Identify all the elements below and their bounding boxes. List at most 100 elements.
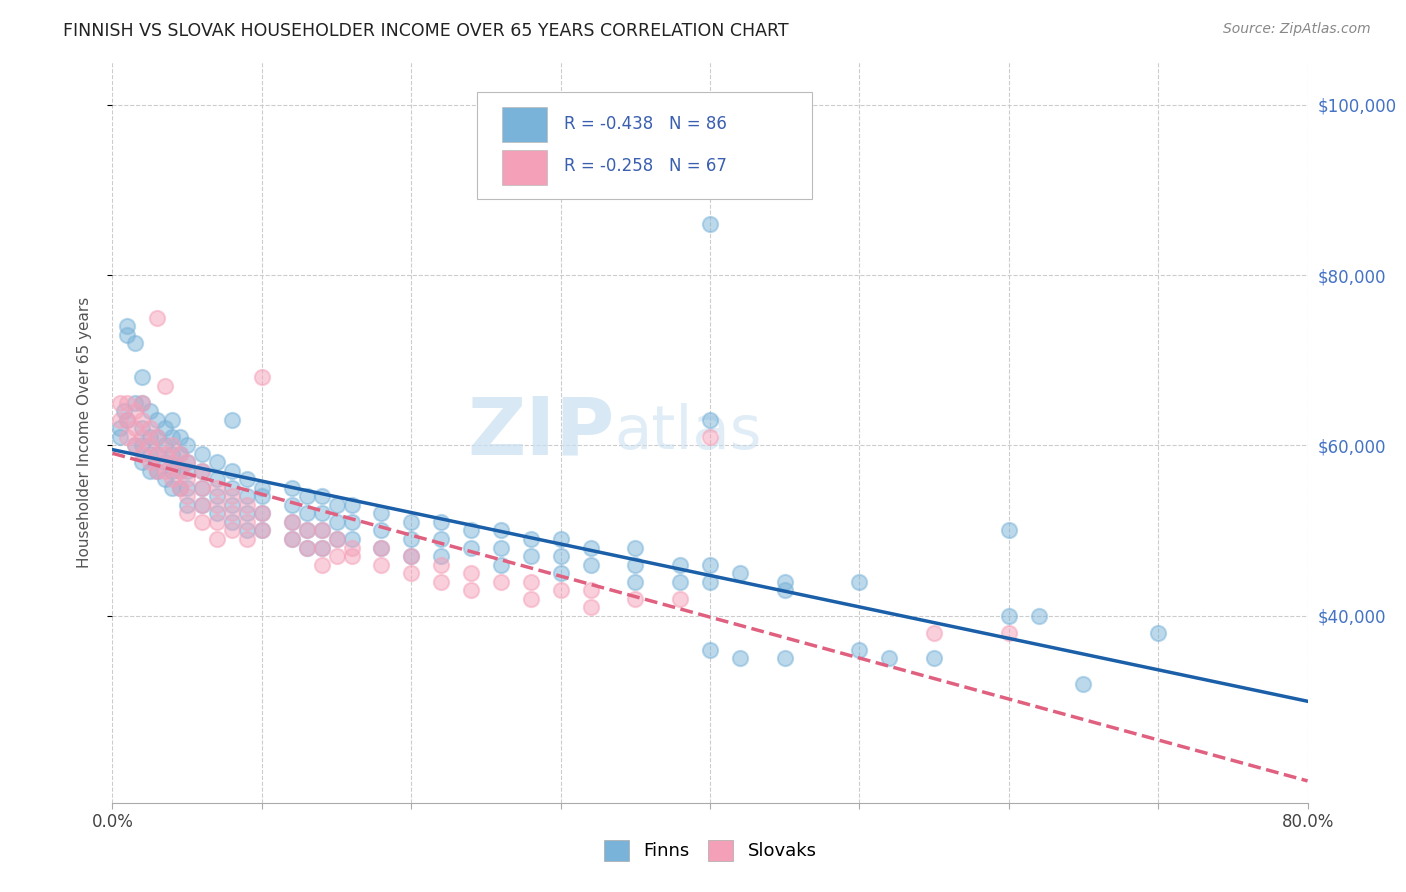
Point	[236, 490, 259, 504]
Point	[117, 396, 139, 410]
Point	[295, 507, 318, 521]
Point	[124, 404, 146, 418]
Point	[520, 574, 543, 589]
Point	[221, 464, 243, 478]
Point	[169, 464, 191, 478]
Point	[281, 532, 304, 546]
Text: FINNISH VS SLOVAK HOUSEHOLDER INCOME OVER 65 YEARS CORRELATION CHART: FINNISH VS SLOVAK HOUSEHOLDER INCOME OVE…	[63, 22, 789, 40]
Point	[370, 558, 392, 572]
Point	[311, 507, 333, 521]
Point	[624, 591, 647, 606]
Point	[281, 515, 304, 529]
Point	[295, 490, 318, 504]
Point	[162, 413, 183, 427]
Point	[281, 498, 304, 512]
Point	[169, 430, 191, 444]
Point	[114, 404, 135, 418]
Point	[340, 541, 363, 555]
Point	[325, 515, 347, 529]
Point	[131, 455, 153, 469]
Point	[176, 455, 198, 469]
Point	[699, 558, 721, 572]
Point	[191, 464, 214, 478]
Point	[221, 413, 243, 427]
Point	[153, 421, 176, 435]
Point	[236, 507, 259, 521]
Point	[131, 421, 153, 435]
Point	[669, 591, 692, 606]
Point	[176, 438, 198, 452]
Point	[191, 515, 214, 529]
Point	[236, 515, 259, 529]
Point	[108, 396, 131, 410]
Point	[191, 464, 214, 478]
Point	[191, 481, 214, 495]
Point	[430, 549, 453, 563]
Point	[221, 490, 243, 504]
Point	[550, 549, 572, 563]
Point	[124, 438, 146, 452]
Point	[520, 591, 543, 606]
Point	[579, 600, 602, 615]
Point	[205, 472, 228, 486]
Point	[624, 558, 647, 572]
Point	[489, 541, 512, 555]
Point	[295, 541, 318, 555]
Point	[773, 582, 796, 597]
Point	[108, 413, 131, 427]
Point	[117, 327, 139, 342]
Y-axis label: Householder Income Over 65 years: Householder Income Over 65 years	[77, 297, 91, 568]
Point	[669, 574, 692, 589]
Text: R = -0.438   N = 86: R = -0.438 N = 86	[564, 115, 727, 133]
Point	[146, 310, 169, 325]
Point	[139, 455, 162, 469]
Point	[699, 642, 721, 657]
Point	[460, 541, 482, 555]
Point	[579, 541, 602, 555]
Point	[176, 481, 198, 495]
Point	[879, 651, 901, 665]
Point	[998, 625, 1021, 640]
Point	[153, 438, 176, 452]
Point	[922, 651, 945, 665]
Point	[281, 532, 304, 546]
Point	[401, 532, 423, 546]
Point	[176, 498, 198, 512]
Point	[311, 524, 333, 538]
Point	[146, 447, 169, 461]
Point	[848, 642, 870, 657]
Point	[728, 651, 751, 665]
Point	[169, 481, 191, 495]
Point	[699, 217, 721, 231]
Point	[325, 532, 347, 546]
Point	[281, 515, 304, 529]
Point	[124, 396, 146, 410]
Point	[124, 438, 146, 452]
Point	[922, 625, 945, 640]
Point	[169, 447, 191, 461]
Point	[162, 464, 183, 478]
Point	[176, 472, 198, 486]
Point	[124, 336, 146, 351]
Point	[340, 498, 363, 512]
Point	[325, 549, 347, 563]
Point	[250, 370, 273, 384]
Point	[370, 541, 392, 555]
Point	[162, 481, 183, 495]
Point	[520, 549, 543, 563]
Point	[146, 413, 169, 427]
FancyBboxPatch shape	[477, 92, 811, 200]
Point	[205, 507, 228, 521]
Point	[401, 549, 423, 563]
Point	[117, 319, 139, 334]
Point	[370, 507, 392, 521]
Point	[460, 524, 482, 538]
Point	[250, 481, 273, 495]
Point	[221, 524, 243, 538]
Point	[139, 404, 162, 418]
Point	[669, 558, 692, 572]
Point	[489, 574, 512, 589]
Point	[579, 582, 602, 597]
Point	[699, 413, 721, 427]
Point	[153, 464, 176, 478]
